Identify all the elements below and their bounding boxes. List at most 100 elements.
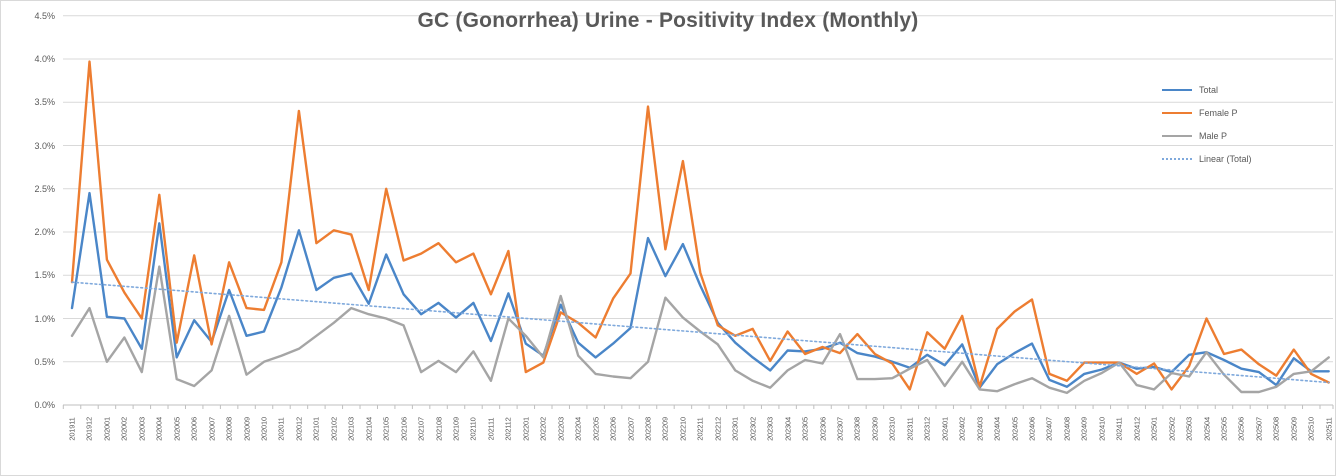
x-axis-label: 202403 (975, 417, 985, 441)
legend-item-female-p[interactable]: Female P (1162, 101, 1252, 124)
x-axis-label: 202107 (416, 417, 426, 441)
x-axis-label: 202007 (207, 417, 217, 441)
x-axis-label: 202106 (399, 417, 409, 441)
x-axis-label: 202405 (1010, 417, 1020, 441)
x-axis-label: 202412 (1132, 417, 1142, 441)
legend-item-linear-total[interactable]: Linear (Total) (1162, 147, 1252, 170)
x-axis-label: 202111 (486, 417, 496, 441)
x-axis-label: 202102 (329, 417, 339, 441)
x-axis-label: 202501 (1149, 417, 1159, 441)
x-axis-label: 202408 (1062, 417, 1072, 441)
x-axis-label: 202207 (626, 417, 636, 441)
x-axis-label: 202303 (765, 417, 775, 441)
chart-title[interactable]: GC (Gonorrhea) Urine - Positivity Index … (417, 9, 919, 32)
x-axis-label: 202206 (608, 417, 618, 441)
x-axis-label: 202010 (259, 417, 269, 441)
x-axis-label: 202506 (1236, 417, 1246, 441)
x-axis-label: 202001 (102, 417, 112, 441)
x-axis-label: 202508 (1271, 417, 1281, 441)
y-axis-label: 2.0% (34, 227, 55, 237)
dotted-line-swatch (1162, 157, 1192, 160)
x-axis-ticks (62, 405, 1334, 409)
x-axis-label: 202301 (730, 417, 740, 441)
x-axis-label: 202101 (311, 417, 321, 441)
line-swatch (1162, 88, 1192, 91)
y-axis-label: 3.5% (34, 97, 55, 108)
y-axis-label: 0.0% (34, 400, 55, 410)
y-axis-label: 3.0% (34, 140, 55, 151)
y-axis-label: 4.0% (34, 54, 55, 64)
x-axis-label: 202209 (660, 417, 670, 441)
x-axis-label: 202311 (905, 417, 915, 441)
x-axis-label: 202406 (1027, 417, 1037, 441)
x-axis-label: 202307 (835, 417, 845, 441)
x-axis-label: 202109 (451, 417, 461, 441)
x-axis-label: 202104 (364, 417, 374, 441)
line-swatch (1162, 134, 1192, 137)
x-axis-label: 202103 (346, 417, 356, 441)
x-axis-label: 202012 (294, 417, 304, 441)
x-axis-label: 202302 (748, 417, 758, 441)
x-axis-label: 202504 (1202, 417, 1211, 441)
x-axis-label: 202004 (154, 417, 164, 441)
x-axis-label: 202409 (1079, 417, 1089, 441)
x-axis-label: 202306 (818, 417, 828, 441)
x-axis-label: 202304 (783, 417, 793, 441)
x-axis-label: 202006 (189, 417, 199, 441)
x-axis-label: 202309 (870, 417, 880, 441)
x-axis-label: 202208 (643, 417, 653, 441)
x-axis-label: 202510 (1306, 417, 1316, 441)
x-axis-label: 202212 (713, 417, 723, 441)
gridlines (63, 15, 1333, 363)
x-axis-label: 202402 (957, 417, 967, 441)
x-axis-label: 202205 (591, 417, 601, 441)
y-axis-label: 1.5% (34, 270, 55, 281)
legend-label: Linear (Total) (1199, 153, 1252, 164)
x-axis-label: 202312 (922, 417, 932, 441)
legend-item-total[interactable]: Total (1162, 78, 1252, 101)
x-axis-label: 201912 (84, 417, 94, 441)
x-axis-label: 202003 (137, 417, 147, 441)
x-axis-label: 202505 (1219, 417, 1229, 441)
x-axis-label: 202407 (1044, 417, 1054, 441)
linear-total-trendline[interactable] (71, 281, 1330, 384)
y-axis-label: 4.5% (34, 10, 55, 21)
x-axis-label: 201911 (67, 417, 77, 441)
female-p-series-line[interactable] (70, 60, 1330, 391)
x-axis-label: 202204 (573, 417, 583, 441)
x-axis-label: 202502 (1167, 417, 1177, 441)
y-axis-label: 2.5% (34, 183, 55, 194)
x-axis-label: 202511 (1324, 417, 1334, 441)
x-axis-label: 202009 (242, 417, 252, 441)
x-axis-label: 202203 (556, 417, 566, 441)
x-axis-label: 202404 (992, 417, 1002, 441)
x-axis-label: 202310 (887, 417, 897, 441)
x-axis-label: 202201 (521, 417, 531, 441)
legend-item-male-p[interactable]: Male P (1162, 124, 1252, 147)
x-axis-label: 202411 (1114, 417, 1124, 441)
x-axis-label: 202509 (1289, 417, 1299, 441)
x-axis-label: 202401 (940, 417, 950, 441)
x-axis-label: 202210 (678, 417, 688, 441)
x-axis-label: 202110 (468, 417, 478, 441)
total-series-line[interactable] (70, 191, 1330, 389)
x-axis-label: 202112 (503, 417, 513, 441)
x-axis-label: 202011 (276, 417, 286, 441)
legend-label: Total (1199, 84, 1219, 95)
line-swatch (1162, 111, 1192, 114)
y-axis-label: 1.0% (34, 313, 55, 324)
x-axis-label: 202008 (224, 417, 234, 441)
x-axis-label: 202305 (800, 417, 810, 441)
male-p-series-line[interactable] (70, 265, 1330, 395)
x-axis-label: 202105 (381, 417, 391, 441)
x-axis-label: 202503 (1184, 417, 1194, 441)
x-axis-label: 202005 (172, 417, 182, 441)
x-axis-label: 202410 (1097, 417, 1107, 441)
x-axis-label: 202507 (1254, 417, 1264, 441)
legend[interactable]: Total Female P Male P Linear (Total) (1162, 78, 1252, 170)
x-axis-label: 202002 (119, 417, 129, 441)
x-axis-label: 202308 (852, 417, 862, 441)
x-axis-label: 202211 (695, 417, 705, 441)
